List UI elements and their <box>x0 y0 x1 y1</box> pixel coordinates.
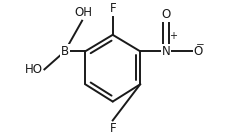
Text: F: F <box>109 2 116 15</box>
Text: −: − <box>196 40 205 50</box>
Text: F: F <box>109 122 116 135</box>
Text: O: O <box>161 8 171 22</box>
Text: B: B <box>61 45 69 58</box>
Text: +: + <box>169 31 177 41</box>
Text: N: N <box>162 45 170 58</box>
Text: HO: HO <box>25 63 43 76</box>
Text: OH: OH <box>74 6 92 19</box>
Text: O: O <box>193 45 203 58</box>
